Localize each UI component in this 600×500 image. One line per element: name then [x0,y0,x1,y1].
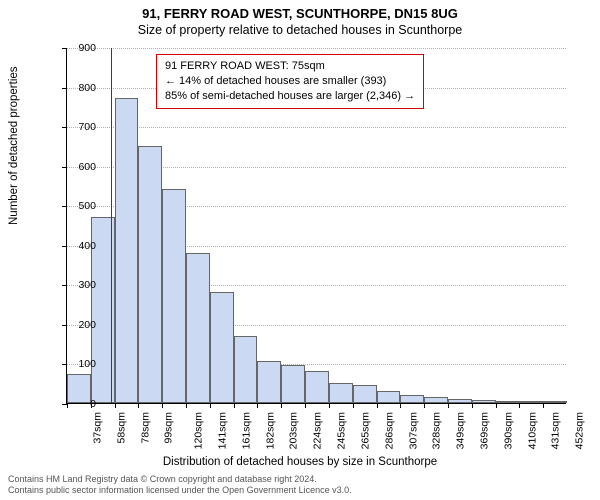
xtick-mark [543,403,544,408]
xtick-label: 286sqm [383,412,395,449]
gridline [67,127,566,129]
ytick-label: 300 [56,279,96,291]
xtick-label: 431sqm [550,412,562,449]
xtick-mark [377,403,378,408]
histogram-bar [281,365,305,403]
ytick-label: 600 [56,161,96,173]
footer-attribution: Contains HM Land Registry data © Crown c… [8,474,352,497]
xtick-label: 78sqm [139,412,151,444]
histogram-bar [400,395,424,403]
xtick-mark [162,403,163,408]
xtick-label: 203sqm [288,412,300,449]
property-marker-line [111,48,113,403]
xtick-label: 37sqm [92,412,104,444]
histogram-bar [448,399,472,403]
annotation-line: 85% of semi-detached houses are larger (… [165,89,415,104]
xtick-mark [448,403,449,408]
histogram-bar [210,292,234,403]
ytick-label: 0 [56,398,96,410]
xtick-mark [400,403,401,408]
histogram-bar [472,400,496,403]
histogram-bar [329,383,353,403]
xtick-mark [519,403,520,408]
footer-line: Contains public sector information licen… [8,485,352,496]
annotation-line: ← 14% of detached houses are smaller (39… [165,74,415,89]
xtick-label: 265sqm [359,412,371,449]
xtick-mark [234,403,235,408]
xtick-label: 328sqm [431,412,443,449]
xtick-label: 58sqm [115,412,127,444]
xtick-label: 161sqm [240,412,252,449]
histogram-bar [162,189,186,403]
ytick-label: 900 [56,42,96,54]
xtick-mark [496,403,497,408]
xtick-label: 452sqm [574,412,586,449]
xtick-label: 349sqm [455,412,467,449]
annotation-box: 91 FERRY ROAD WEST: 75sqm ← 14% of detac… [156,54,424,109]
ytick-label: 400 [56,240,96,252]
page-title: 91, FERRY ROAD WEST, SCUNTHORPE, DN15 8U… [0,0,600,21]
xtick-mark [281,403,282,408]
annotation-line: 91 FERRY ROAD WEST: 75sqm [165,59,415,74]
xtick-label: 224sqm [312,412,324,449]
histogram-bar [257,361,281,403]
histogram-bar [138,146,162,403]
xtick-label: 120sqm [193,412,205,449]
xtick-mark [210,403,211,408]
xtick-label: 99sqm [163,412,175,444]
histogram-bar [543,401,567,403]
plot-area: 91 FERRY ROAD WEST: 75sqm ← 14% of detac… [66,48,566,404]
histogram-bar [424,397,448,403]
xtick-mark [186,403,187,408]
ytick-label: 200 [56,319,96,331]
xtick-label: 390sqm [502,412,514,449]
histogram-bar [305,371,329,403]
histogram-bar [115,98,139,403]
xtick-mark [353,403,354,408]
ytick-label: 500 [56,200,96,212]
xtick-mark [257,403,258,408]
ytick-label: 800 [56,82,96,94]
gridline [67,48,566,50]
xtick-label: 410sqm [526,412,538,449]
xtick-mark [472,403,473,408]
histogram-bar [234,336,258,403]
xtick-mark [115,403,116,408]
histogram-bar [496,401,520,403]
ytick-label: 100 [56,358,96,370]
histogram-bar [377,391,401,403]
ytick-label: 700 [56,121,96,133]
histogram-bar [186,253,210,403]
y-axis-label: Number of detached properties [8,66,20,225]
xtick-mark [138,403,139,408]
xtick-mark [329,403,330,408]
xtick-label: 369sqm [478,412,490,449]
x-axis-label: Distribution of detached houses by size … [0,456,600,468]
xtick-label: 307sqm [407,412,419,449]
xtick-mark [305,403,306,408]
xtick-label: 182sqm [264,412,276,449]
xtick-label: 141sqm [216,412,228,449]
histogram-bar [519,401,543,403]
xtick-mark [424,403,425,408]
page-subtitle: Size of property relative to detached ho… [0,21,600,37]
xtick-label: 245sqm [335,412,347,449]
histogram-bar [353,385,377,403]
footer-line: Contains HM Land Registry data © Crown c… [8,474,352,485]
